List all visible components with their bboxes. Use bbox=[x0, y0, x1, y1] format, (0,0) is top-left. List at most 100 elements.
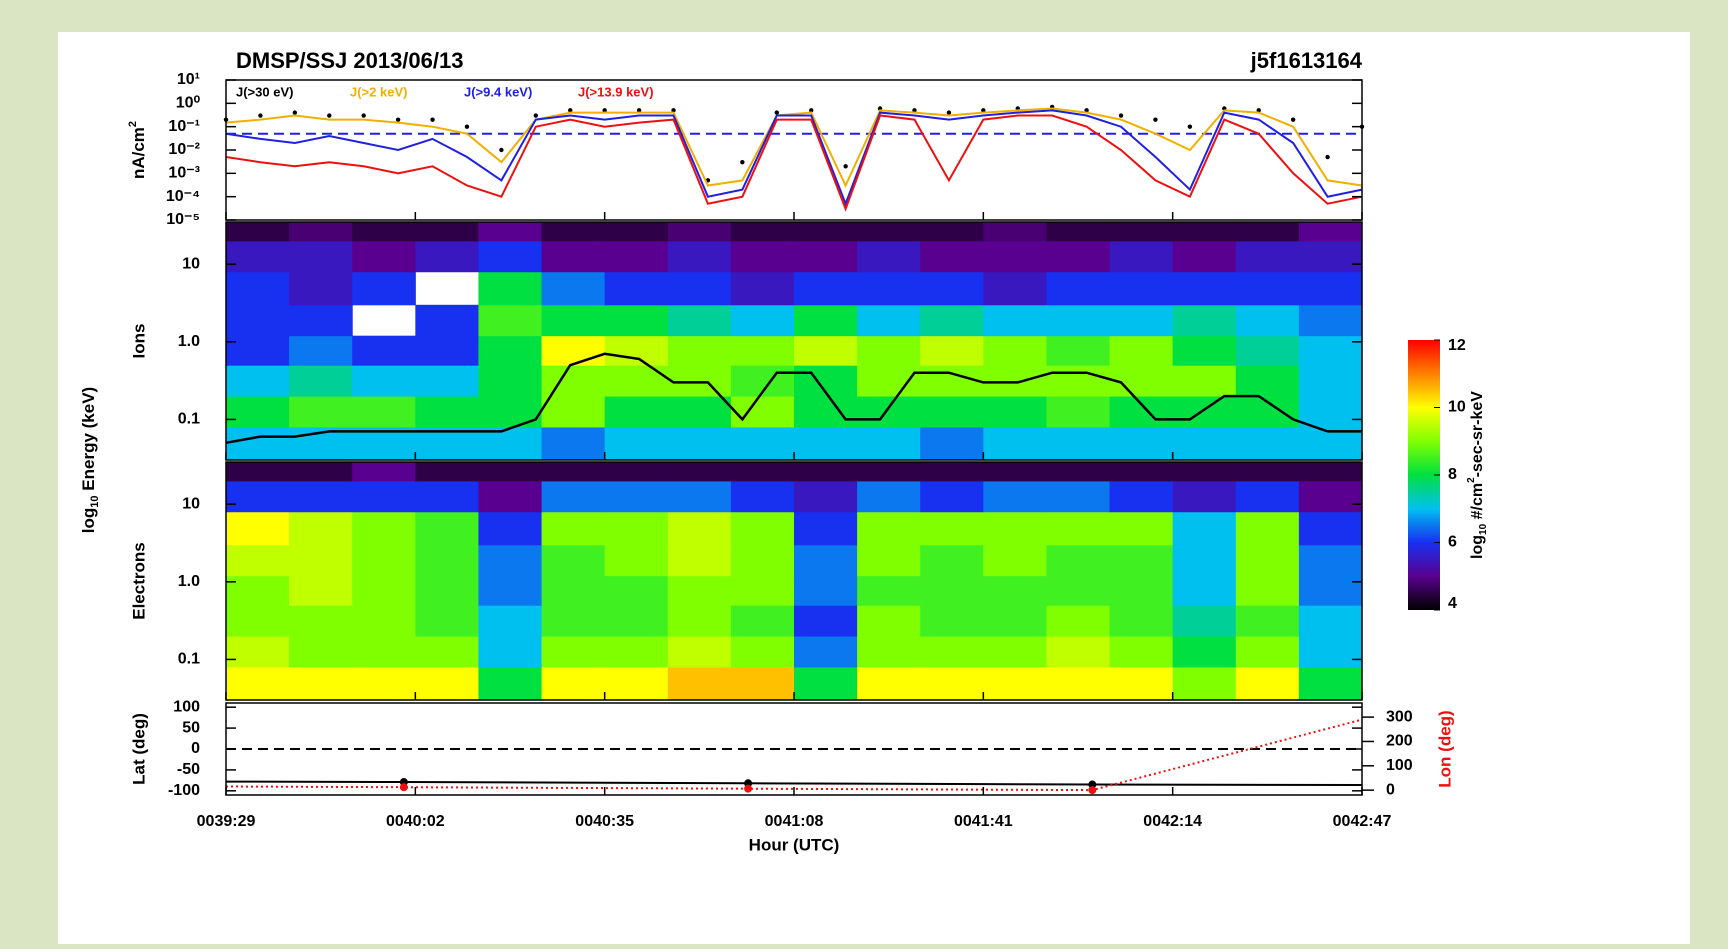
spectrogram-cell bbox=[1235, 426, 1300, 461]
spectrogram-cell bbox=[983, 666, 1047, 701]
spectrogram-cell bbox=[1298, 480, 1363, 513]
spectrogram-cell bbox=[415, 480, 479, 513]
spectrogram-cell bbox=[983, 511, 1047, 546]
x-tick-label: 0039:29 bbox=[197, 813, 256, 830]
spectrogram-cell bbox=[857, 426, 921, 461]
spectrogram-cell bbox=[1109, 396, 1174, 428]
spectrogram-cell bbox=[1046, 426, 1111, 461]
spectrogram-cell bbox=[1235, 271, 1300, 306]
panel-label: Electrons bbox=[129, 542, 148, 619]
y-tick-label: -100 bbox=[168, 782, 200, 799]
spectrogram-cell bbox=[352, 271, 416, 306]
spectrogram-cell bbox=[1109, 240, 1174, 273]
spectrogram-cell bbox=[857, 575, 921, 606]
spectrogram-cell bbox=[478, 480, 543, 513]
spectrogram-cell bbox=[794, 396, 858, 428]
spectrogram-cell bbox=[1172, 271, 1237, 306]
spectrogram-cell bbox=[667, 511, 732, 546]
spectrogram-cell bbox=[730, 222, 795, 242]
spectrogram-cell bbox=[478, 544, 543, 577]
spectrogram-cell bbox=[730, 462, 795, 482]
spectrogram-cell bbox=[226, 666, 290, 701]
spectrogram-cell bbox=[1172, 240, 1237, 273]
spectrogram-cell bbox=[1109, 304, 1174, 337]
spectrogram-cell bbox=[920, 222, 984, 242]
data-point bbox=[399, 783, 408, 792]
y-tick-label: 0 bbox=[191, 740, 200, 757]
data-point bbox=[774, 110, 779, 115]
x-axis-label: Hour (UTC) bbox=[749, 835, 840, 854]
spectrogram-cell bbox=[1298, 575, 1363, 606]
spectrogram-cell bbox=[920, 605, 984, 637]
spectrogram-cell bbox=[1109, 575, 1174, 606]
spectrogram-cell bbox=[920, 426, 984, 461]
spectrogram-cell bbox=[1109, 511, 1174, 546]
data-point bbox=[1290, 117, 1296, 122]
spectrogram-cell bbox=[1235, 605, 1300, 637]
y2-tick-label: 300 bbox=[1386, 708, 1413, 725]
spectrogram-cell bbox=[1235, 480, 1300, 513]
spectrogram-cell bbox=[1298, 240, 1363, 273]
spectrogram-cell bbox=[352, 462, 416, 482]
spectrogram-cell bbox=[1172, 544, 1237, 577]
data-point bbox=[533, 113, 539, 118]
spectrogram-cell bbox=[1109, 480, 1174, 513]
data-point bbox=[981, 108, 986, 113]
spectrogram-cell bbox=[1046, 480, 1111, 513]
spectrogram-cell bbox=[983, 335, 1047, 366]
spectrogram-cell bbox=[667, 426, 732, 461]
spectrogram-cell bbox=[730, 426, 795, 461]
spectrogram-cell bbox=[1298, 666, 1363, 701]
spectrogram-cell bbox=[289, 544, 353, 577]
spectrogram-cell bbox=[352, 666, 416, 701]
spectrogram-cell bbox=[1046, 271, 1111, 306]
spectrogram-cell bbox=[667, 396, 732, 428]
spectrogram-cell bbox=[226, 480, 290, 513]
spectrogram-cell bbox=[604, 605, 669, 637]
spectrogram-cell bbox=[920, 240, 984, 273]
y-tick-label: 10⁻³ bbox=[168, 165, 200, 182]
y2-tick-label: 200 bbox=[1386, 733, 1413, 750]
spectrogram-cell bbox=[289, 636, 353, 668]
data-point bbox=[568, 108, 573, 113]
spectrogram-cell bbox=[541, 365, 606, 397]
data-point bbox=[809, 108, 814, 113]
spectrogram-cell bbox=[920, 396, 984, 428]
spectrogram-cell bbox=[478, 636, 543, 668]
spectrogram-cell bbox=[1109, 271, 1174, 306]
y-tick-label: 0.1 bbox=[178, 651, 200, 668]
spectrogram-cell bbox=[226, 575, 290, 606]
spectrogram-cell bbox=[794, 222, 858, 242]
spectrogram-cell bbox=[1298, 335, 1363, 366]
spectrogram-cell bbox=[1046, 544, 1111, 577]
spectrogram-cell bbox=[352, 480, 416, 513]
spectrogram-cell bbox=[541, 636, 606, 668]
y2-tick-label: 0 bbox=[1386, 781, 1395, 798]
y-tick-label: 10 bbox=[182, 255, 200, 272]
spectrogram-cell bbox=[857, 666, 921, 701]
spectrogram-cell bbox=[1046, 365, 1111, 397]
spectrogram-cell bbox=[1298, 462, 1363, 482]
data-point bbox=[292, 110, 298, 115]
spectrogram-cell bbox=[415, 396, 479, 428]
data-point bbox=[395, 117, 401, 122]
spectrogram-cell bbox=[794, 605, 858, 637]
spectrogram-cell bbox=[226, 544, 290, 577]
spectrogram-cell bbox=[415, 544, 479, 577]
spectrogram-cell bbox=[794, 480, 858, 513]
spectrogram-cell bbox=[857, 365, 921, 397]
spectrogram-cell bbox=[604, 365, 669, 397]
spectrogram-cell bbox=[983, 365, 1047, 397]
spectrogram-cell bbox=[794, 666, 858, 701]
data-point bbox=[946, 110, 952, 115]
spectrogram-cell bbox=[1172, 511, 1237, 546]
energy-axis-label: log10 Energy (keV) bbox=[79, 387, 100, 533]
spectrogram-cell bbox=[730, 335, 795, 366]
spectrogram-cell bbox=[1298, 271, 1363, 306]
data-point bbox=[1256, 108, 1261, 113]
legend-entry: J(>13.9 keV) bbox=[578, 84, 654, 99]
series-line bbox=[225, 109, 1363, 207]
data-point bbox=[1187, 124, 1193, 129]
spectrogram-cell bbox=[1298, 636, 1363, 668]
spectrogram-cell bbox=[226, 396, 290, 428]
